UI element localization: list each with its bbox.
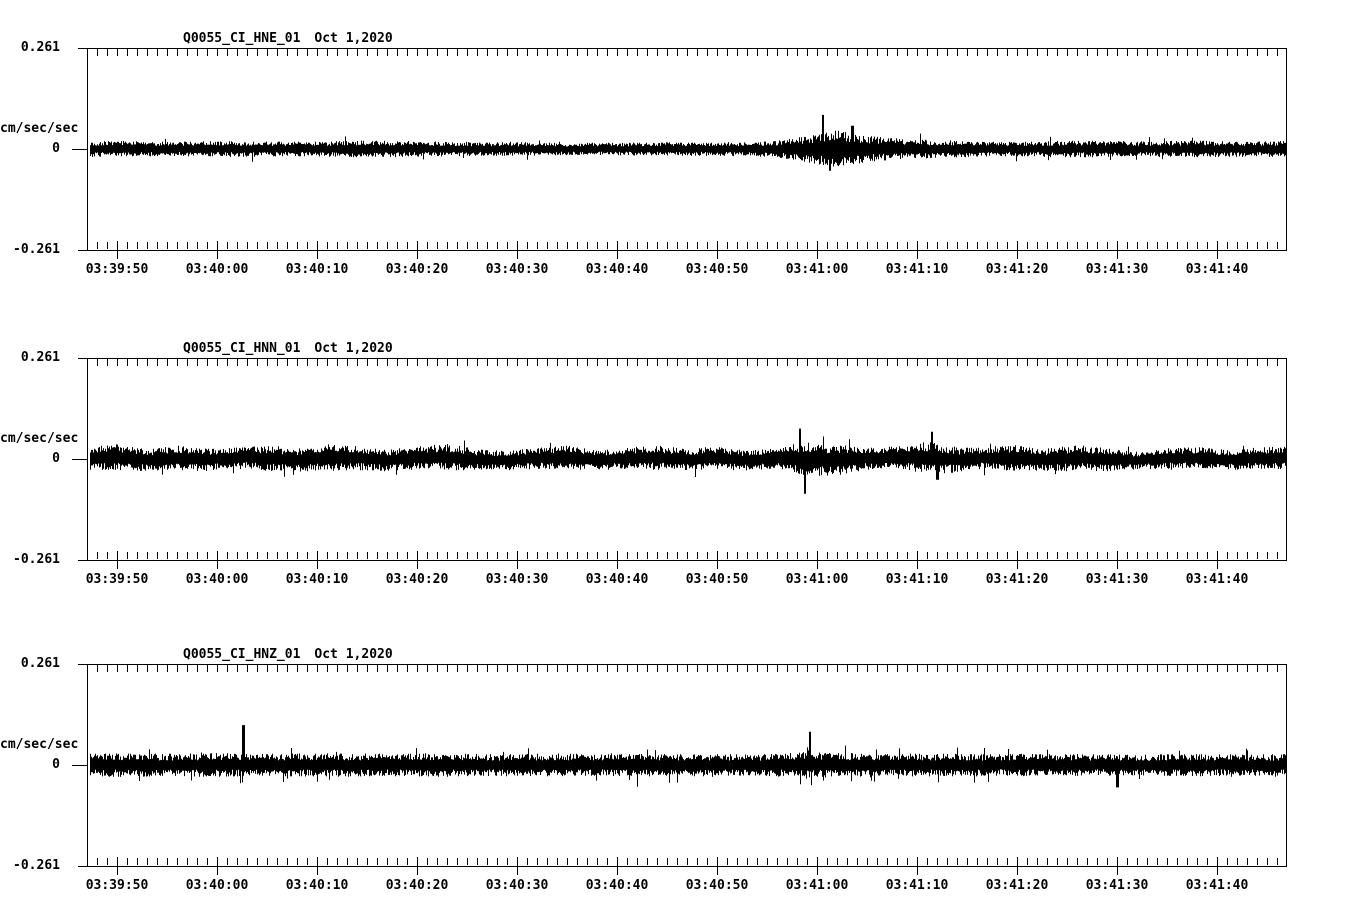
y-axis-zero-label: 0 <box>52 757 60 772</box>
x-tick-label: 03:41:10 <box>885 878 949 893</box>
x-tick-label: 03:40:40 <box>585 572 649 587</box>
plot-frame-HNZ <box>72 664 1287 875</box>
x-tick-label: 03:41:00 <box>785 878 849 893</box>
x-tick-label: 03:40:20 <box>385 572 449 587</box>
waveform-trace-HNN <box>90 428 1287 494</box>
x-tick-label: 03:41:30 <box>1085 262 1149 277</box>
x-tick-label: 03:39:50 <box>85 262 149 277</box>
x-tick-label: 03:40:10 <box>285 878 349 893</box>
x-tick-label: 03:41:20 <box>985 572 1049 587</box>
x-tick-label: 03:40:50 <box>685 572 749 587</box>
x-tick-label: 03:40:00 <box>185 572 249 587</box>
x-tick-label: 03:40:30 <box>485 878 549 893</box>
y-axis-min-label: -0.261 <box>13 552 60 567</box>
y-axis-unit-label: cm/sec/sec <box>0 431 79 446</box>
x-tick-label: 03:41:40 <box>1185 878 1249 893</box>
x-tick-label: 03:41:30 <box>1085 572 1149 587</box>
x-tick-label: 03:40:20 <box>385 262 449 277</box>
x-tick-label: 03:40:00 <box>185 878 249 893</box>
plot-title: Q0055_CI_HNN_01 <box>183 341 301 356</box>
x-tick-label: 03:41:00 <box>785 572 849 587</box>
plot-title-row-HNZ: Q0055_CI_HNZ_01 Oct 1,2020 <box>183 647 393 663</box>
x-tick-label: 03:41:20 <box>985 262 1049 277</box>
plot-frame-HNN <box>72 358 1287 569</box>
x-tick-label: 03:41:10 <box>885 262 949 277</box>
waveform-trace-HNZ <box>90 725 1287 788</box>
x-tick-label: 03:40:20 <box>385 878 449 893</box>
x-tick-label: 03:40:30 <box>485 262 549 277</box>
y-axis-zero-label: 0 <box>52 451 60 466</box>
y-axis-unit-label: cm/sec/sec <box>0 737 79 752</box>
x-tick-label: 03:39:50 <box>85 878 149 893</box>
y-axis-max-label: 0.261 <box>20 350 60 365</box>
y-axis-max-label: 0.261 <box>20 656 60 671</box>
x-tick-label: 03:40:50 <box>685 262 749 277</box>
plot-date-label: Oct 1,2020 <box>314 647 393 662</box>
plot-title: Q0055_CI_HNE_01 <box>183 31 301 46</box>
y-axis-min-label: -0.261 <box>13 242 60 257</box>
x-tick-label: 03:40:50 <box>685 878 749 893</box>
x-tick-label: 03:41:40 <box>1185 572 1249 587</box>
x-tick-label: 03:41:20 <box>985 878 1049 893</box>
x-tick-label: 03:41:40 <box>1185 262 1249 277</box>
x-tick-label: 03:40:40 <box>585 878 649 893</box>
waveform-trace-HNE <box>90 114 1287 171</box>
x-tick-label: 03:40:30 <box>485 572 549 587</box>
x-tick-label: 03:40:40 <box>585 262 649 277</box>
y-axis-max-label: 0.261 <box>20 40 60 55</box>
x-tick-label: 03:40:10 <box>285 262 349 277</box>
x-tick-label: 03:41:30 <box>1085 878 1149 893</box>
x-tick-label: 03:40:00 <box>185 262 249 277</box>
plot-title-row-HNE: Q0055_CI_HNE_01 Oct 1,2020 <box>183 31 393 47</box>
y-axis-unit-label: cm/sec/sec <box>0 121 79 136</box>
x-tick-label: 03:40:10 <box>285 572 349 587</box>
x-tick-label: 03:41:00 <box>785 262 849 277</box>
y-axis-zero-label: 0 <box>52 141 60 156</box>
plot-frame-HNE <box>72 48 1287 259</box>
x-tick-label: 03:39:50 <box>85 572 149 587</box>
plot-title: Q0055_CI_HNZ_01 <box>183 647 301 662</box>
y-axis-min-label: -0.261 <box>13 858 60 873</box>
plot-date-label: Oct 1,2020 <box>314 341 393 356</box>
plot-date-label: Oct 1,2020 <box>314 31 393 46</box>
x-tick-label: 03:41:10 <box>885 572 949 587</box>
plot-title-row-HNN: Q0055_CI_HNN_01 Oct 1,2020 <box>183 341 393 357</box>
